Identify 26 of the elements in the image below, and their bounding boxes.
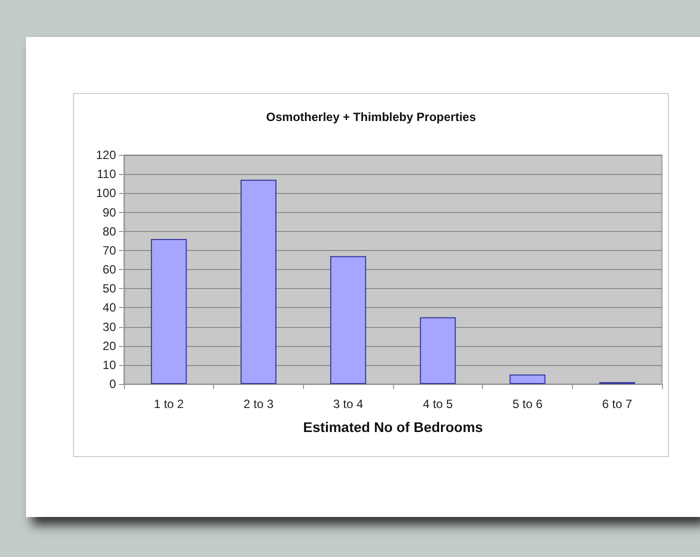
y-tick-label: 80: [102, 224, 116, 238]
y-tick-label: 60: [102, 262, 116, 276]
x-tick-label: 6 to 7: [602, 397, 632, 411]
y-tick-label: 70: [102, 243, 116, 258]
y-tick-label: 30: [102, 320, 116, 334]
x-tick-label: 3 to 4: [333, 397, 364, 411]
bar: [240, 180, 276, 384]
x-tick-label: 1 to 2: [154, 397, 184, 411]
y-tick-label: 50: [102, 282, 116, 296]
x-tick-label: 5 to 6: [512, 397, 543, 411]
bar: [510, 374, 546, 384]
x-axis-title: Estimated No of Bedrooms: [303, 419, 484, 435]
bar: [330, 256, 366, 384]
y-tick-label: 0: [109, 377, 116, 391]
y-tick-label: 40: [102, 300, 116, 315]
y-tick-label: 90: [102, 205, 116, 220]
x-tick-label: 2 to 3: [243, 397, 274, 411]
y-tick-label: 120: [96, 148, 116, 162]
y-tick-label: 110: [96, 167, 116, 182]
chart-title: Osmotherley + Thimbleby Properties: [266, 110, 476, 124]
y-tick-label: 10: [102, 358, 116, 372]
bar: [150, 238, 187, 384]
bar: [420, 317, 456, 384]
y-tick-label: 20: [102, 338, 116, 353]
x-tick-label: 4 to 5: [422, 397, 454, 411]
y-tick-label: 100: [96, 186, 116, 200]
